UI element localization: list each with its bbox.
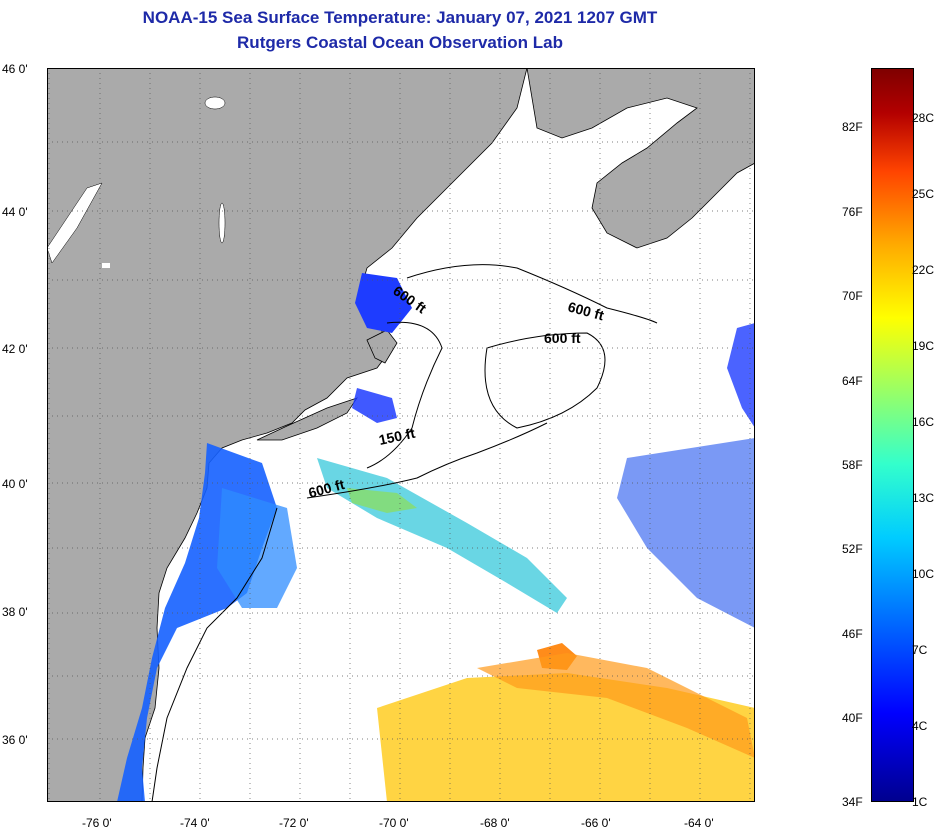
colorbar-c-label: 10C bbox=[912, 567, 935, 581]
colorbar-f-label: 34F bbox=[842, 795, 863, 809]
isobath-line bbox=[366, 321, 443, 469]
sst-gulf-maine-patch bbox=[355, 273, 412, 333]
lat-label-38: 38 0' bbox=[2, 605, 28, 619]
isobath-line bbox=[484, 332, 606, 429]
colorbar-c-label: 1C bbox=[912, 795, 928, 809]
colorbar-c-label: 25C bbox=[912, 187, 935, 201]
lat-label-46: 46 0' bbox=[2, 62, 28, 76]
colorbar-f-label: 82F bbox=[842, 120, 863, 134]
colorbar-c-label: 22C bbox=[912, 263, 935, 277]
sst-shelf-green bbox=[347, 488, 417, 513]
isobath-line bbox=[306, 422, 548, 499]
land-cape-cod bbox=[366, 329, 398, 364]
lon-label-74: -74 0' bbox=[180, 816, 210, 830]
lat-label-42: 42 0' bbox=[2, 342, 28, 356]
land-us-northeast bbox=[47, 68, 528, 802]
colorbar-c-label: 19C bbox=[912, 339, 935, 353]
colorbar-f-label: 58F bbox=[842, 458, 863, 472]
sst-eastern-blue-stripe bbox=[617, 438, 755, 628]
colorbar-c-label: 4C bbox=[912, 719, 928, 733]
lon-label-68: -68 0' bbox=[480, 816, 510, 830]
colorbar-f-label: 46F bbox=[842, 627, 863, 641]
lon-label-66: -66 0' bbox=[581, 816, 611, 830]
sst-map: 600 ft 600 ft 600 ft 150 ft 600 ft bbox=[47, 68, 755, 802]
sst-gulf-stream-orange bbox=[477, 653, 755, 758]
colorbar-c-label: 28C bbox=[912, 111, 935, 125]
isobath-line bbox=[406, 264, 658, 324]
temperature-colorbar bbox=[871, 68, 914, 802]
land-long-island bbox=[256, 397, 358, 441]
colorbar-c-label: 16C bbox=[912, 415, 935, 429]
lat-label-40: 40 0' bbox=[2, 477, 28, 491]
lon-label-70: -70 0' bbox=[379, 816, 409, 830]
lat-label-44: 44 0' bbox=[2, 205, 28, 219]
colorbar-f-label: 76F bbox=[842, 205, 863, 219]
lon-label-64: -64 0' bbox=[684, 816, 714, 830]
isobath-label: 600 ft bbox=[544, 330, 581, 346]
isobath-label: 150 ft bbox=[377, 425, 416, 448]
colorbar-f-label: 70F bbox=[842, 289, 863, 303]
map-title: NOAA-15 Sea Surface Temperature: January… bbox=[142, 8, 658, 27]
colorbar-f-label: 52F bbox=[842, 542, 863, 556]
colorbar-f-label: 40F bbox=[842, 711, 863, 725]
land-nova-scotia bbox=[526, 68, 755, 249]
map-subtitle: Rutgers Coastal Ocean Observation Lab bbox=[237, 33, 563, 52]
colorbar-c-label: 7C bbox=[912, 643, 928, 657]
sst-nova-scotia-blue bbox=[727, 323, 755, 428]
colorbar-c-label: 13C bbox=[912, 491, 935, 505]
lat-label-36: 36 0' bbox=[2, 733, 28, 747]
sst-ne-channel bbox=[352, 388, 397, 423]
colorbar-f-label: 64F bbox=[842, 374, 863, 388]
lon-label-72: -72 0' bbox=[279, 816, 309, 830]
lon-label-76: -76 0' bbox=[82, 816, 112, 830]
isobath-line bbox=[151, 507, 278, 802]
